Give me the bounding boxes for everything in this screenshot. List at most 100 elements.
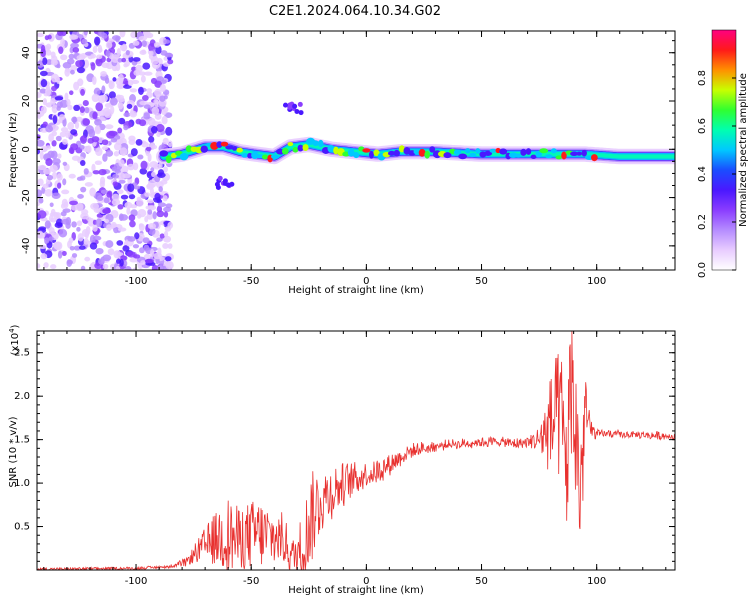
- noise-speckle: [159, 95, 166, 102]
- noise-speckle: [132, 244, 140, 249]
- noise-speckle: [151, 264, 158, 270]
- noise-speckle: [98, 258, 105, 265]
- x-tick-label: 100: [587, 276, 606, 287]
- ridge-blob: [159, 150, 169, 157]
- noise-speckle: [133, 254, 141, 259]
- y-tick-label: 20: [21, 95, 32, 108]
- noise-speckle: [81, 38, 88, 44]
- noise-speckle: [73, 104, 81, 112]
- noise-speckle: [117, 227, 127, 232]
- noise-speckle: [77, 78, 84, 87]
- noise-speckle: [118, 179, 126, 184]
- noise-speckle: [50, 73, 60, 83]
- snr-panel: -100 -50 0 50 100 0.5 1.0 1.5 2.0 2.5 Height of …: [8, 324, 676, 596]
- noise-speckle: [44, 188, 53, 197]
- noise-speckle: [113, 226, 119, 234]
- snr-scale-suffix: ): [10, 324, 21, 328]
- ridge-blob: [281, 147, 289, 155]
- colorbar-ticks: 0.0 0.2 0.4 0.6 0.8: [697, 70, 736, 278]
- ridge-blob: [570, 151, 579, 156]
- ridge-blob: [508, 152, 518, 159]
- noise-speckle: [45, 158, 53, 166]
- noise-speckle: [91, 163, 96, 173]
- noise-speckle: [116, 172, 126, 181]
- spectrogram-panel: -100 -50 0 50 100 -40 -20 0 20 40 Height of stra…: [8, 30, 676, 296]
- noise-speckle: [102, 107, 111, 117]
- ridge-blob: [535, 150, 542, 158]
- side-feature-blob: [282, 102, 288, 108]
- noise-speckle: [40, 105, 47, 114]
- y-tick-label: 1.0: [14, 478, 30, 489]
- noise-speckle: [147, 153, 152, 162]
- noise-speckle: [147, 117, 156, 127]
- noise-speckle: [143, 31, 149, 36]
- noise-speckle: [147, 222, 157, 230]
- noise-speckle: [144, 192, 151, 197]
- noise-speckle: [71, 221, 77, 228]
- noise-speckle: [103, 218, 110, 224]
- y-tick-label: -40: [21, 238, 32, 254]
- snr-marks: [37, 331, 675, 570]
- noise-speckle: [105, 41, 113, 49]
- side-feature-blob: [294, 109, 300, 115]
- ridge-blob: [429, 146, 436, 153]
- noise-speckle: [38, 197, 44, 204]
- noise-speckle: [76, 66, 85, 74]
- noise-speckle: [162, 195, 168, 202]
- noise-speckle: [139, 100, 148, 106]
- y-tick-label: 0.5: [14, 522, 30, 533]
- noise-speckle: [98, 47, 103, 53]
- noise-speckle: [141, 49, 146, 54]
- noise-speckle: [70, 143, 79, 151]
- noise-speckle: [80, 135, 87, 144]
- noise-speckle: [153, 98, 159, 105]
- noise-speckle: [90, 261, 97, 270]
- ridge-blob: [555, 155, 563, 160]
- noise-speckle: [44, 35, 50, 41]
- noise-speckle: [119, 77, 124, 85]
- noise-speckle: [48, 133, 54, 142]
- ridge-blob: [544, 154, 553, 159]
- noise-speckle: [92, 224, 98, 232]
- noise-speckle: [93, 192, 103, 200]
- ridge-blob: [312, 140, 319, 147]
- x-tick-label: 50: [475, 276, 488, 287]
- ridge-blob: [185, 145, 193, 153]
- noise-speckle: [107, 248, 115, 256]
- noise-speckle: [139, 168, 148, 175]
- noise-speckle: [162, 137, 169, 145]
- noise-speckle: [161, 116, 168, 125]
- snr-x-axis-label: Height of straight line (km): [288, 585, 424, 596]
- ridge-blob: [225, 145, 234, 150]
- noise-speckle: [49, 164, 58, 173]
- noise-speckle: [98, 169, 107, 176]
- ridge-blob: [302, 144, 309, 151]
- y-tick-label: 2.5: [14, 348, 30, 359]
- noise-speckle: [73, 245, 81, 251]
- noise-speckle: [146, 88, 153, 93]
- spectrogram-x-axis-label: Height of straight line (km): [288, 285, 424, 296]
- ridge-blob: [520, 148, 527, 156]
- noise-speckle: [117, 102, 124, 110]
- noise-speckle: [37, 91, 42, 98]
- ridge-blob: [525, 148, 532, 155]
- noise-speckle: [81, 209, 89, 215]
- noise-speckle: [77, 194, 84, 199]
- ridge-blob: [362, 148, 371, 153]
- noise-speckle: [124, 201, 133, 209]
- x-tick-label: -50: [243, 276, 259, 287]
- noise-speckle: [127, 236, 136, 242]
- noise-speckle: [76, 202, 84, 212]
- noise-speckle: [111, 198, 121, 206]
- noise-speckle: [118, 159, 125, 167]
- colorbar: 0.0 0.2 0.4 0.6 0.8 Normalized spectral ampl…: [697, 29, 749, 278]
- noise-speckle: [54, 96, 64, 101]
- noise-speckle: [99, 123, 106, 131]
- noise-speckle: [140, 75, 146, 83]
- noise-speckle: [50, 150, 58, 160]
- ridge-blob: [530, 154, 537, 159]
- noise-speckle: [40, 79, 48, 88]
- noise-speckle: [91, 93, 100, 103]
- noise-speckle: [143, 104, 151, 109]
- noise-speckle: [149, 161, 159, 169]
